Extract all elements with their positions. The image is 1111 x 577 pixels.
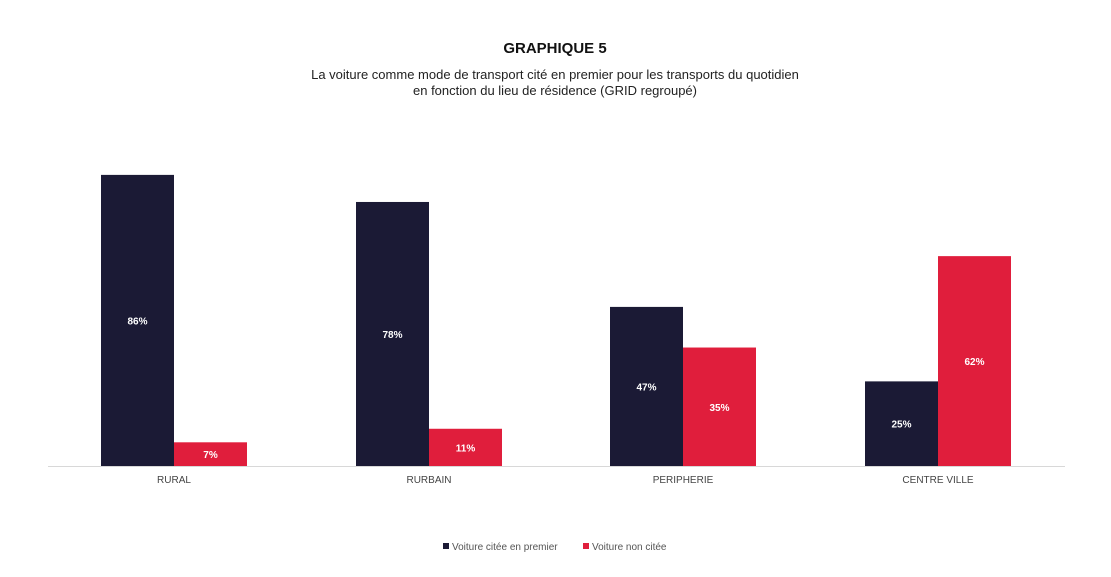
bar-rural-series-2 <box>174 442 247 466</box>
bar-rural-series-1 <box>101 174 174 466</box>
x-tick-label: CENTRE VILLE <box>902 475 973 486</box>
data-label: 11% <box>456 443 476 454</box>
x-tick-label: RURBAIN <box>406 475 451 486</box>
data-label: 47% <box>636 382 656 393</box>
bar-rurbain-series-1 <box>356 201 429 466</box>
data-label: 35% <box>709 403 729 414</box>
bar-centre-ville-series-2 <box>938 256 1011 466</box>
legend: Voiture citée en premier Voiture non cité… <box>443 542 667 553</box>
data-label: 86% <box>127 316 147 327</box>
legend-swatch <box>583 543 589 549</box>
chart-title: GRAPHIQUE 5 <box>503 40 606 57</box>
legend-swatch <box>443 543 449 549</box>
bar-rurbain-series-2 <box>429 428 502 466</box>
chart-subtitle-line-2: en fonction du lieu de résidence (GRID r… <box>413 83 697 98</box>
x-tick-label: RURAL <box>157 475 191 486</box>
data-label: 78% <box>382 330 402 341</box>
data-label: 62% <box>964 357 984 368</box>
bars-group: 86% 7% RURAL 78% 11% RURBAIN 47% 35% PERIPHERIE 2… <box>101 174 1011 486</box>
bar-centre-ville-series-1 <box>865 381 938 466</box>
chart-subtitle-line-1: La voiture comme mode de transport cité … <box>311 67 799 82</box>
legend-label: Voiture citée en premier <box>452 542 558 553</box>
legend-label: Voiture non citée <box>592 542 667 553</box>
data-label: 25% <box>891 420 911 431</box>
bar-peripherie-series-2 <box>683 347 756 466</box>
bar-peripherie-series-1 <box>610 306 683 466</box>
data-label: 7% <box>203 450 218 461</box>
x-tick-label: PERIPHERIE <box>653 475 714 486</box>
